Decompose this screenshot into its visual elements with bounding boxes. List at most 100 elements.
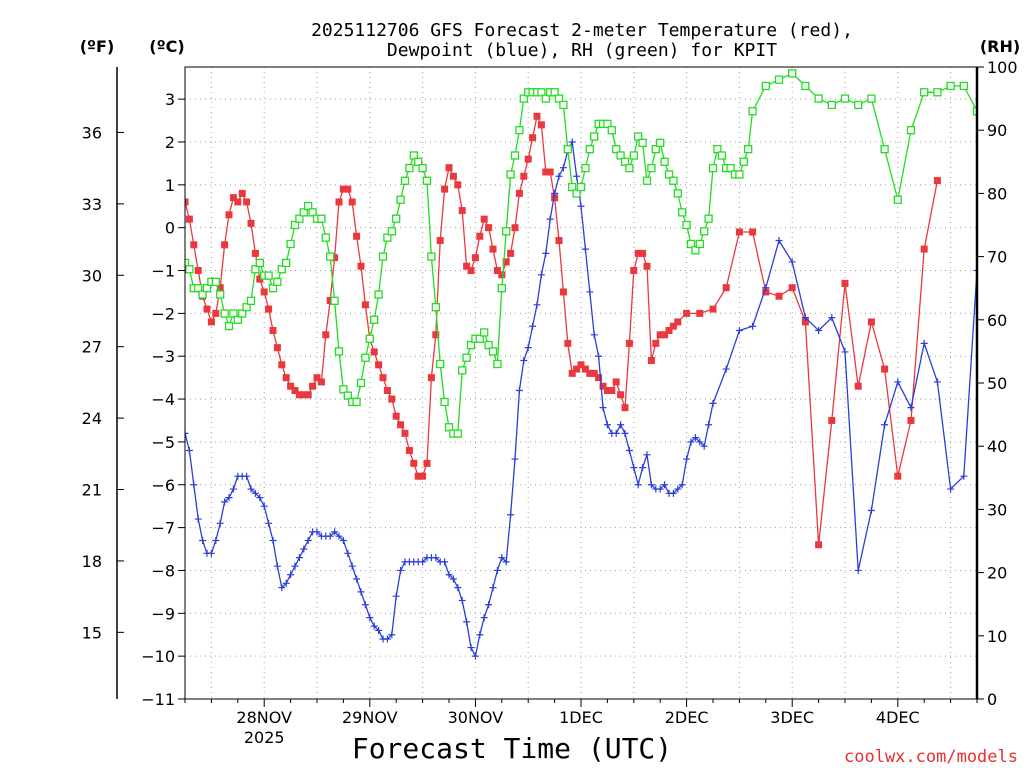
- 2-meter-temperature-point: [533, 112, 541, 120]
- rh-point: [933, 88, 942, 97]
- 2-meter-temperature-point: [489, 245, 497, 253]
- dewpoint-point: [467, 644, 475, 652]
- rh-point: [229, 309, 238, 318]
- rh-point: [788, 69, 797, 78]
- dewpoint-point: [269, 536, 277, 544]
- rh-point: [563, 145, 572, 154]
- 2-meter-temperature-point: [590, 369, 598, 377]
- 2-meter-temperature-point: [229, 194, 237, 202]
- rh-point: [242, 303, 251, 312]
- dewpoint-point: [199, 536, 207, 544]
- 2-meter-temperature-point: [322, 331, 330, 339]
- dewpoint-point: [573, 172, 581, 180]
- 2-meter-temperature-point: [423, 459, 431, 467]
- rh-point: [387, 227, 396, 236]
- rh-point: [299, 208, 308, 217]
- rh-point: [326, 252, 335, 261]
- dewpoint-point: [894, 378, 902, 386]
- dewpoint-point: [278, 584, 286, 592]
- rh-unit-label: (RH): [980, 37, 1020, 56]
- celsius-tick-label: 0: [165, 219, 175, 238]
- 2-meter-temperature-point: [801, 318, 809, 326]
- rh-tick-label: 60: [987, 311, 1007, 330]
- rh-point: [647, 163, 656, 173]
- 2-meter-temperature-point: [221, 241, 229, 249]
- dewpoint-point: [762, 284, 770, 292]
- celsius-tick-label: −11: [141, 690, 175, 709]
- 2-meter-temperature-point: [617, 391, 625, 399]
- dewpoint-point: [621, 429, 629, 437]
- rh-point: [616, 151, 625, 160]
- rh-point: [537, 88, 546, 97]
- 2-meter-temperature-point: [449, 172, 457, 180]
- fahrenheit-unit-label: (ºF): [80, 37, 115, 56]
- rh-point: [959, 81, 968, 91]
- 2-meter-temperature-point: [709, 305, 717, 313]
- rh-point: [590, 132, 599, 141]
- rh-point: [607, 126, 616, 135]
- celsius-tick-label: −10: [141, 647, 175, 666]
- 2-meter-temperature-point: [630, 267, 638, 275]
- 2-meter-temperature-point: [652, 339, 660, 347]
- 2-meter-temperature-point: [507, 249, 515, 257]
- dewpoint-point: [634, 481, 642, 489]
- rh-point: [695, 239, 704, 249]
- 2-meter-temperature-point: [291, 386, 299, 394]
- credit-link[interactable]: coolwx.com/models: [844, 747, 1018, 767]
- rh-point: [510, 151, 520, 160]
- 2-meter-temperature-point: [735, 228, 743, 236]
- rh-tick-label: 10: [987, 627, 1007, 646]
- 2-meter-temperature-point: [599, 382, 607, 390]
- rh-point: [427, 252, 436, 261]
- celsius-tick-label: −9: [151, 604, 175, 623]
- axes: 3210−1−2−3−4−5−6−7−8−9−10−11363330272421…: [82, 58, 1018, 747]
- dewpoint-point: [370, 622, 378, 630]
- 2-meter-temperature-point: [674, 318, 682, 326]
- rh-point: [691, 246, 700, 255]
- dewpoint-point: [265, 519, 273, 527]
- rh-tick-label: 20: [987, 564, 1007, 583]
- dewpoint-point: [581, 245, 589, 253]
- rh-point: [321, 233, 330, 242]
- 2-meter-temperature-point: [436, 237, 444, 245]
- 2-meter-temperature-point: [933, 177, 941, 185]
- dewpoint-point: [515, 386, 523, 394]
- dewpoint-point: [511, 455, 519, 463]
- dewpoint-point: [520, 357, 528, 365]
- 2-meter-temperature-point: [445, 164, 453, 172]
- dewpoint-point: [291, 562, 299, 570]
- rh-point: [735, 170, 744, 179]
- rh-point: [453, 429, 462, 438]
- celsius-tick-label: 2: [165, 133, 175, 152]
- rh-point: [255, 258, 264, 268]
- rh-tick-label: 70: [987, 248, 1007, 267]
- 2-meter-temperature-point: [234, 198, 242, 206]
- dewpoint-point: [867, 506, 875, 514]
- 2-meter-temperature-line: [185, 114, 939, 545]
- dewpoint-point: [300, 545, 308, 553]
- fahrenheit-tick-label: 36: [82, 123, 102, 142]
- rh-point: [484, 340, 493, 350]
- 2-meter-temperature-point: [568, 369, 576, 377]
- x-tick-label: 30NOV: [448, 708, 504, 727]
- celsius-unit-label: (ºC): [149, 37, 184, 56]
- rh-point: [356, 378, 366, 388]
- rh-point: [497, 284, 506, 293]
- rh-point: [502, 227, 511, 236]
- dewpoint-point: [960, 472, 968, 480]
- rh-point: [713, 145, 722, 154]
- 2-meter-temperature-point: [190, 241, 198, 249]
- dewpoint-point: [933, 378, 941, 386]
- 2-meter-temperature-point: [392, 412, 400, 420]
- dewpoint-point: [353, 575, 361, 583]
- rh-point: [603, 119, 612, 129]
- rh-tick-label: 80: [987, 184, 1007, 203]
- 2-meter-temperature-point: [485, 224, 493, 232]
- dewpoint-point: [463, 618, 471, 626]
- 2-meter-temperature-point: [388, 395, 396, 403]
- x-year-label: 2025: [244, 728, 285, 747]
- 2-meter-temperature-point: [339, 185, 347, 193]
- dewpoint-point: [331, 528, 339, 536]
- 2-meter-temperature-point: [634, 249, 642, 257]
